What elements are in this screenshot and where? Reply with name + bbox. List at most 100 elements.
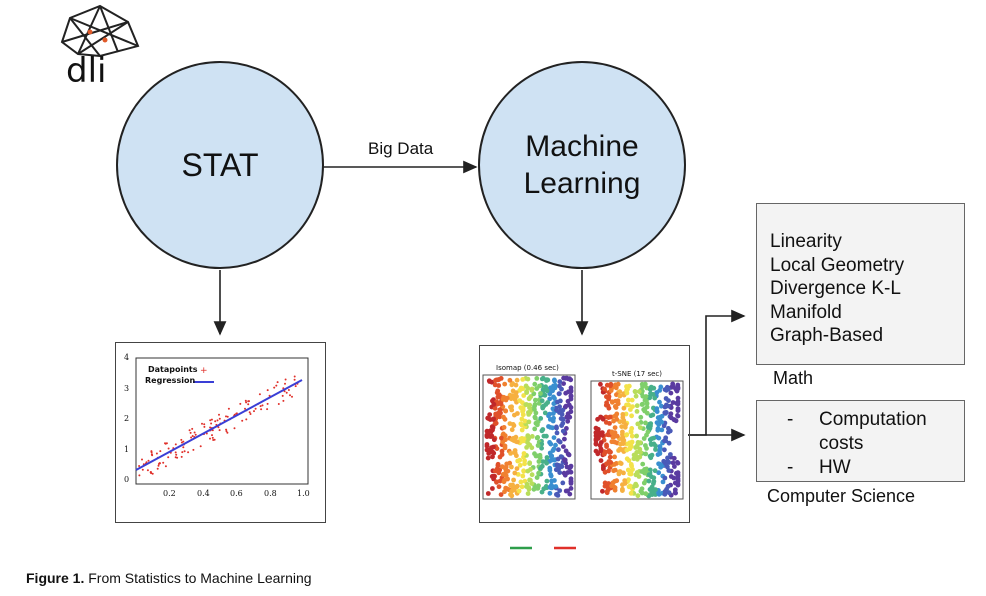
embedding-point <box>568 463 574 469</box>
embedding-point <box>626 402 631 408</box>
embedding-point <box>544 478 550 484</box>
embedding-point <box>524 390 530 395</box>
regression-datapoint <box>218 413 220 416</box>
embedding-point <box>633 481 639 487</box>
embedding-point <box>665 403 671 409</box>
embedding-point <box>559 412 565 417</box>
embedding-point <box>526 485 532 490</box>
embedding-point <box>637 425 643 430</box>
regression-datapoint <box>260 408 263 411</box>
embedding-point <box>653 447 658 452</box>
embedding-point <box>526 396 532 402</box>
embedding-point <box>608 460 614 465</box>
embedding-point <box>550 411 556 416</box>
embedding-point <box>521 468 526 474</box>
embedding-point <box>619 447 625 452</box>
embedding-point <box>653 487 658 492</box>
regression-y-tick-1: 1 <box>124 445 130 454</box>
embedding-point <box>511 438 517 443</box>
embedding-point <box>547 396 553 402</box>
regression-datapoint <box>277 403 280 405</box>
embedding-point <box>519 405 525 411</box>
regression-datapoint <box>209 437 211 440</box>
regression-datapoint <box>225 415 227 418</box>
embedding-point <box>630 404 635 409</box>
embedding-point <box>557 383 562 389</box>
embedding-point <box>541 433 547 439</box>
embedding-point <box>535 443 541 448</box>
embedding-point <box>510 482 515 488</box>
embedding-point <box>628 444 634 450</box>
embedding-point <box>493 378 498 383</box>
embedding-point <box>665 464 670 470</box>
embedding-point <box>598 381 603 387</box>
embedding-point <box>538 416 544 421</box>
cs-bullet-2: - <box>787 457 794 478</box>
embedding-point <box>552 396 557 401</box>
regression-datapoint <box>174 443 177 446</box>
regression-datapoint <box>287 389 290 391</box>
embedding-point <box>604 461 609 467</box>
embedding-point <box>620 488 625 493</box>
embedding-point <box>659 427 665 433</box>
embedding-point <box>524 445 529 450</box>
embedding-point <box>602 469 608 475</box>
embedding-point <box>539 445 544 451</box>
embedding-point <box>549 478 554 484</box>
embedding-point <box>516 488 522 494</box>
regression-datapoint <box>282 399 285 402</box>
embedding-point <box>544 455 550 460</box>
embedding-point <box>491 444 496 450</box>
embedding-point <box>554 492 559 497</box>
math-item-manifold: Manifold <box>770 301 842 323</box>
embedding-point <box>532 414 538 420</box>
embedding-point <box>604 444 609 449</box>
embedding-point <box>487 447 493 453</box>
embedding-point <box>560 480 566 486</box>
embedding-point <box>659 419 665 425</box>
regression-datapoint <box>187 451 190 454</box>
embedding-point <box>525 491 531 496</box>
regression-datapoint <box>226 431 229 434</box>
embedding-point <box>485 415 491 421</box>
embedding-point <box>554 425 559 431</box>
embedding-point <box>627 483 633 489</box>
embedding-point <box>563 390 569 396</box>
regression-x-tick-0-2: 0.2 <box>163 489 176 498</box>
embedding-point <box>547 484 553 490</box>
figure-caption: Figure 1. From Statistics to Machine Lea… <box>26 570 312 586</box>
embedding-point <box>605 432 610 438</box>
embedding-point <box>610 431 615 436</box>
embedding-point <box>637 440 643 445</box>
regression-datapoint <box>213 438 216 441</box>
embedding-point <box>639 381 645 387</box>
embedding-point <box>675 386 681 392</box>
cs-item-costs: costs <box>819 433 864 454</box>
regression-datapoint <box>191 435 194 437</box>
embedding-point <box>668 415 674 421</box>
regression-datapoint <box>239 402 242 405</box>
embedding-point <box>600 488 605 494</box>
embedding-point <box>645 429 651 435</box>
regression-datapoint <box>191 427 194 430</box>
embedding-point <box>675 460 681 466</box>
embedding-point <box>637 454 643 460</box>
embedding-point <box>660 479 666 485</box>
embedding-point <box>628 462 634 467</box>
embedding-point <box>561 470 567 476</box>
embedding-point <box>632 389 638 394</box>
regression-datapoint <box>159 450 162 453</box>
embedding-point <box>600 416 606 422</box>
regression-datapoint <box>282 387 285 390</box>
embedding-point <box>643 451 649 457</box>
embedding-point <box>485 491 491 496</box>
embedding-point <box>522 418 528 424</box>
embedding-point <box>602 386 607 392</box>
embedding-point <box>675 470 681 475</box>
embedding-point <box>657 399 662 405</box>
regression-datapoint <box>188 429 191 432</box>
embedding-point <box>634 433 639 439</box>
regression-datapoint <box>183 450 186 453</box>
embedding-point <box>624 390 630 396</box>
